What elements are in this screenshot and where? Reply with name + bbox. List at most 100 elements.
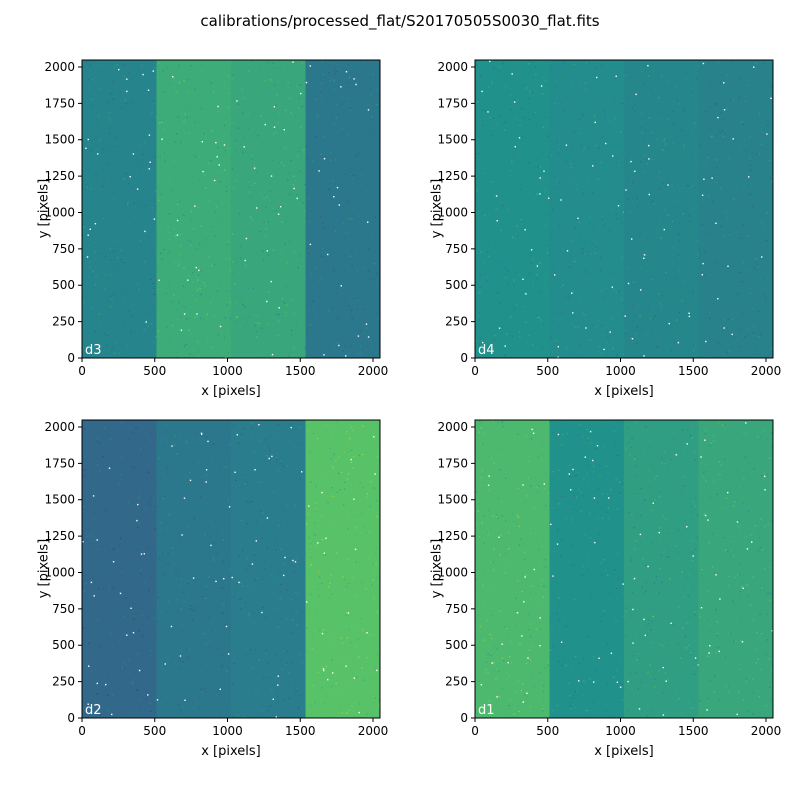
noise-speckle (229, 450, 231, 453)
noise-speckle (210, 458, 212, 460)
noise-speckle (117, 257, 119, 259)
noise-speckle (682, 213, 684, 215)
noise-speckle (604, 422, 606, 424)
noise-speckle (159, 638, 161, 641)
noise-speckle (99, 65, 101, 67)
noise-speckle (120, 456, 123, 458)
noise-speckle (205, 187, 207, 189)
noise-speckle (161, 559, 163, 561)
noise-speckle (586, 429, 588, 431)
noise-speckle (727, 290, 730, 293)
noise-speckle (181, 316, 183, 318)
noise-speckle (207, 637, 209, 639)
noise-speckle (522, 331, 524, 334)
noise-speckle (634, 586, 636, 589)
noise-speckle (544, 559, 546, 561)
noise-speckle (350, 314, 352, 316)
noise-speckle (197, 266, 199, 268)
noise-speckle (558, 602, 561, 604)
bad-pixel (97, 153, 99, 155)
noise-speckle (709, 271, 711, 273)
noise-speckle (330, 159, 332, 162)
noise-speckle (151, 638, 153, 640)
noise-speckle (509, 503, 511, 505)
noise-speckle (205, 218, 207, 220)
noise-speckle (320, 193, 322, 195)
noise-speckle (230, 607, 232, 609)
noise-speckle (607, 339, 609, 342)
noise-speckle (641, 112, 643, 115)
noise-speckle (525, 321, 527, 323)
noise-speckle (226, 304, 228, 306)
noise-speckle (281, 329, 283, 331)
noise-speckle (729, 234, 731, 237)
noise-speckle (708, 559, 711, 561)
noise-speckle (137, 200, 139, 202)
noise-speckle (692, 542, 695, 544)
noise-speckle (126, 176, 129, 178)
noise-speckle (172, 547, 174, 549)
noise-speckle (587, 437, 589, 439)
noise-speckle (180, 316, 182, 318)
noise-speckle (625, 61, 627, 63)
noise-speckle (770, 348, 773, 350)
bad-pixel (625, 189, 627, 191)
noise-speckle (705, 433, 707, 435)
noise-speckle (375, 563, 377, 565)
noise-speckle (750, 534, 752, 536)
noise-speckle (347, 473, 349, 475)
noise-speckle (180, 712, 182, 714)
noise-speckle (484, 214, 486, 217)
noise-speckle (685, 577, 688, 579)
noise-speckle (315, 117, 317, 119)
noise-speckle (580, 94, 583, 96)
noise-speckle (177, 203, 179, 205)
noise-speckle (561, 431, 563, 433)
noise-speckle (251, 155, 253, 157)
noise-speckle (726, 351, 728, 353)
noise-speckle (679, 269, 681, 271)
noise-speckle (314, 522, 316, 524)
noise-speckle (582, 452, 584, 454)
noise-speckle (558, 148, 560, 150)
noise-speckle (749, 709, 751, 711)
noise-speckle (122, 662, 125, 664)
noise-speckle (563, 627, 566, 629)
noise-speckle (654, 686, 656, 688)
y-tick-label: 500 (445, 278, 468, 292)
noise-speckle (103, 563, 105, 565)
noise-speckle (511, 704, 514, 706)
noise-speckle (582, 495, 584, 497)
noise-speckle (248, 501, 250, 504)
noise-speckle (298, 107, 300, 110)
noise-speckle (598, 206, 600, 209)
noise-speckle (629, 671, 632, 674)
noise-speckle (767, 523, 769, 525)
noise-speckle (546, 252, 549, 254)
noise-speckle (704, 250, 706, 253)
bad-pixel (518, 137, 521, 139)
noise-speckle (600, 543, 602, 545)
noise-speckle (118, 126, 121, 128)
noise-speckle (113, 352, 116, 355)
noise-speckle (711, 201, 714, 203)
noise-speckle (571, 666, 573, 668)
noise-speckle (299, 466, 301, 468)
noise-speckle (283, 165, 285, 167)
noise-speckle (553, 247, 555, 249)
noise-speckle (280, 548, 282, 550)
bad-pixel (496, 220, 498, 222)
noise-speckle (239, 584, 241, 587)
noise-speckle (204, 462, 206, 465)
noise-speckle (657, 346, 659, 348)
noise-speckle (730, 217, 732, 219)
noise-speckle (201, 574, 203, 576)
noise-speckle (739, 146, 741, 148)
noise-speckle (201, 70, 203, 72)
noise-speckle (233, 124, 235, 126)
noise-speckle (367, 274, 369, 276)
noise-speckle (108, 611, 110, 613)
noise-speckle (725, 656, 727, 658)
noise-speckle (308, 513, 310, 515)
noise-speckle (129, 344, 131, 346)
